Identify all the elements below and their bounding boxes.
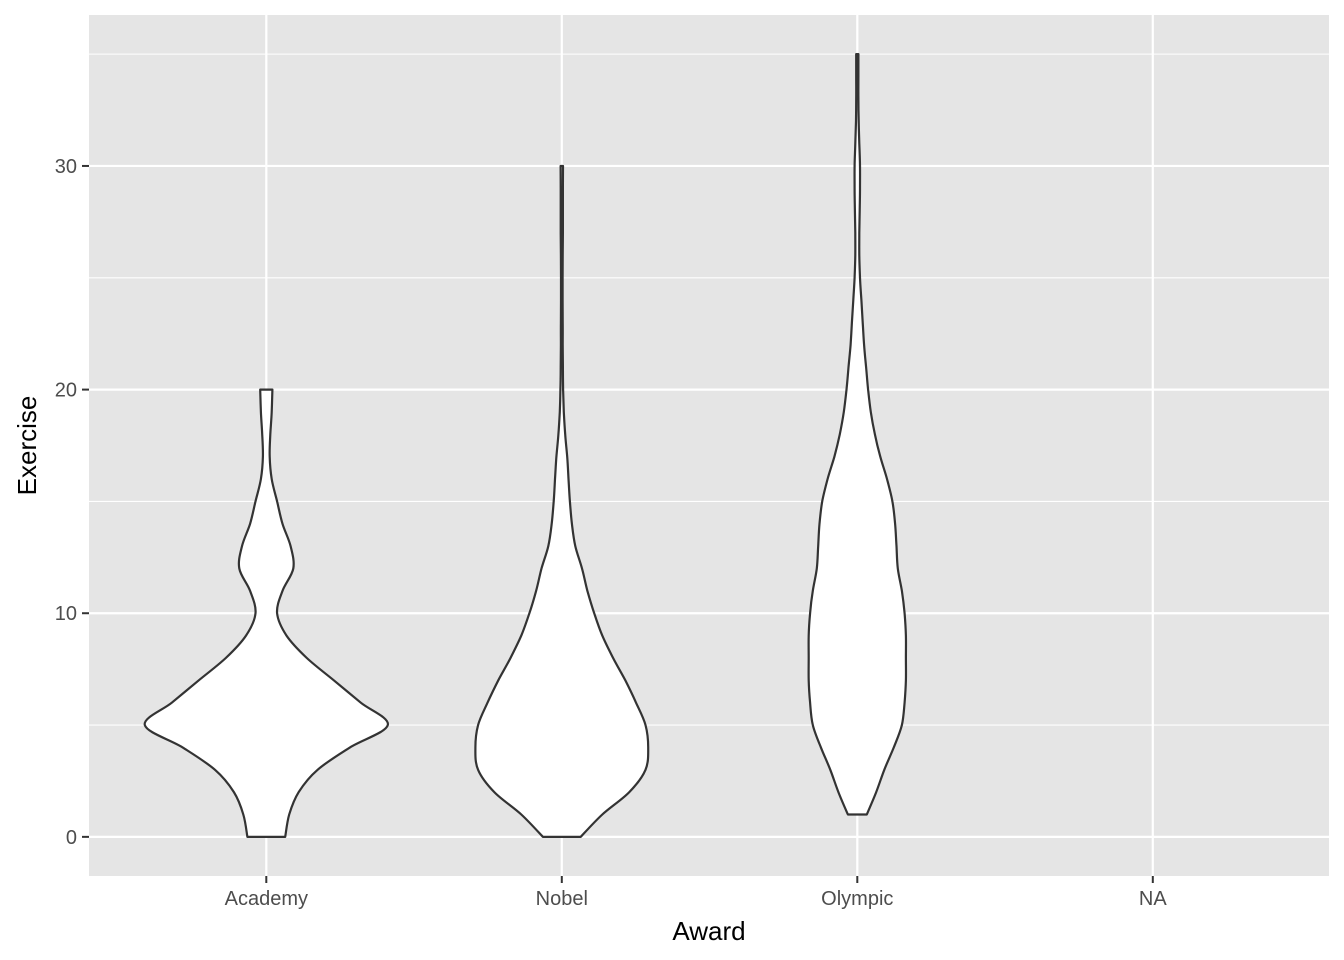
y-tick-label: 0 [66, 827, 77, 849]
x-tick-label: Olympic [821, 888, 893, 910]
x-axis-title: Award [672, 916, 745, 946]
y-tick-label: 10 [55, 603, 77, 625]
x-tick-label: NA [1139, 888, 1167, 910]
violin-olympic [807, 53, 908, 816]
x-tick-label: Academy [225, 888, 308, 910]
y-tick-label: 30 [55, 156, 77, 178]
violin-nobel [474, 164, 650, 838]
y-axis-title: Exercise [12, 396, 42, 496]
axes: 0 10 20 30 Academy Nobel Olympic NA [55, 156, 1168, 910]
x-tick-label: Nobel [536, 888, 588, 910]
y-tick-label: 20 [55, 380, 77, 402]
violin-academy [143, 388, 389, 838]
violins [143, 53, 908, 838]
